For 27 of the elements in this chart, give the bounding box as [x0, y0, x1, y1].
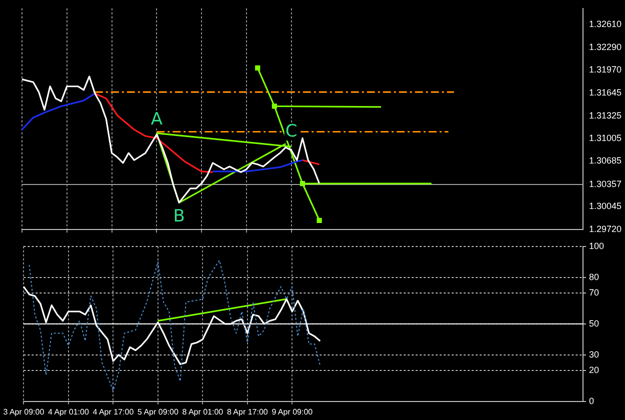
- x-tick-label: 9 Apr 09:00: [272, 407, 314, 416]
- y-tick-label: 1.30685: [589, 156, 622, 166]
- x-tick-label: 5 Apr 09:00: [137, 407, 179, 416]
- y-tick-label: 1.29720: [589, 224, 622, 234]
- y-tick-label: 20: [589, 364, 600, 375]
- x-tick-label: 3 Apr 09:00: [3, 407, 45, 416]
- y-tick-label: 1.32610: [589, 19, 622, 30]
- y-tick-label: 1.31005: [589, 132, 622, 143]
- x-tick-label: 4 Apr 01:00: [48, 407, 90, 416]
- y-tick-label: 1.31970: [589, 64, 622, 75]
- y-tick-label: 30: [589, 349, 600, 360]
- y-tick-label: 1.30045: [589, 201, 622, 212]
- y-tick-label: 1.30357: [589, 178, 622, 189]
- y-tick-label: 1.31325: [589, 110, 622, 120]
- annotation: A: [150, 110, 163, 130]
- annotation: C: [285, 122, 298, 142]
- y-tick-label: 50: [589, 318, 600, 328]
- x-tick-label: 8 Apr 17:00: [226, 407, 268, 416]
- y-tick-label: 1.32290: [589, 42, 622, 52]
- y-tick-label: 1.31645: [589, 88, 622, 98]
- y-tick-label: 80: [589, 272, 600, 282]
- y-tick-label: 70: [589, 287, 600, 298]
- x-tick-label: 8 Apr 01:00: [182, 407, 224, 416]
- y-tick-label: 100: [589, 240, 604, 251]
- x-tick-label: 4 Apr 17:00: [92, 407, 134, 416]
- y-tick-label: 0: [589, 396, 594, 406]
- annotation: B: [173, 206, 185, 227]
